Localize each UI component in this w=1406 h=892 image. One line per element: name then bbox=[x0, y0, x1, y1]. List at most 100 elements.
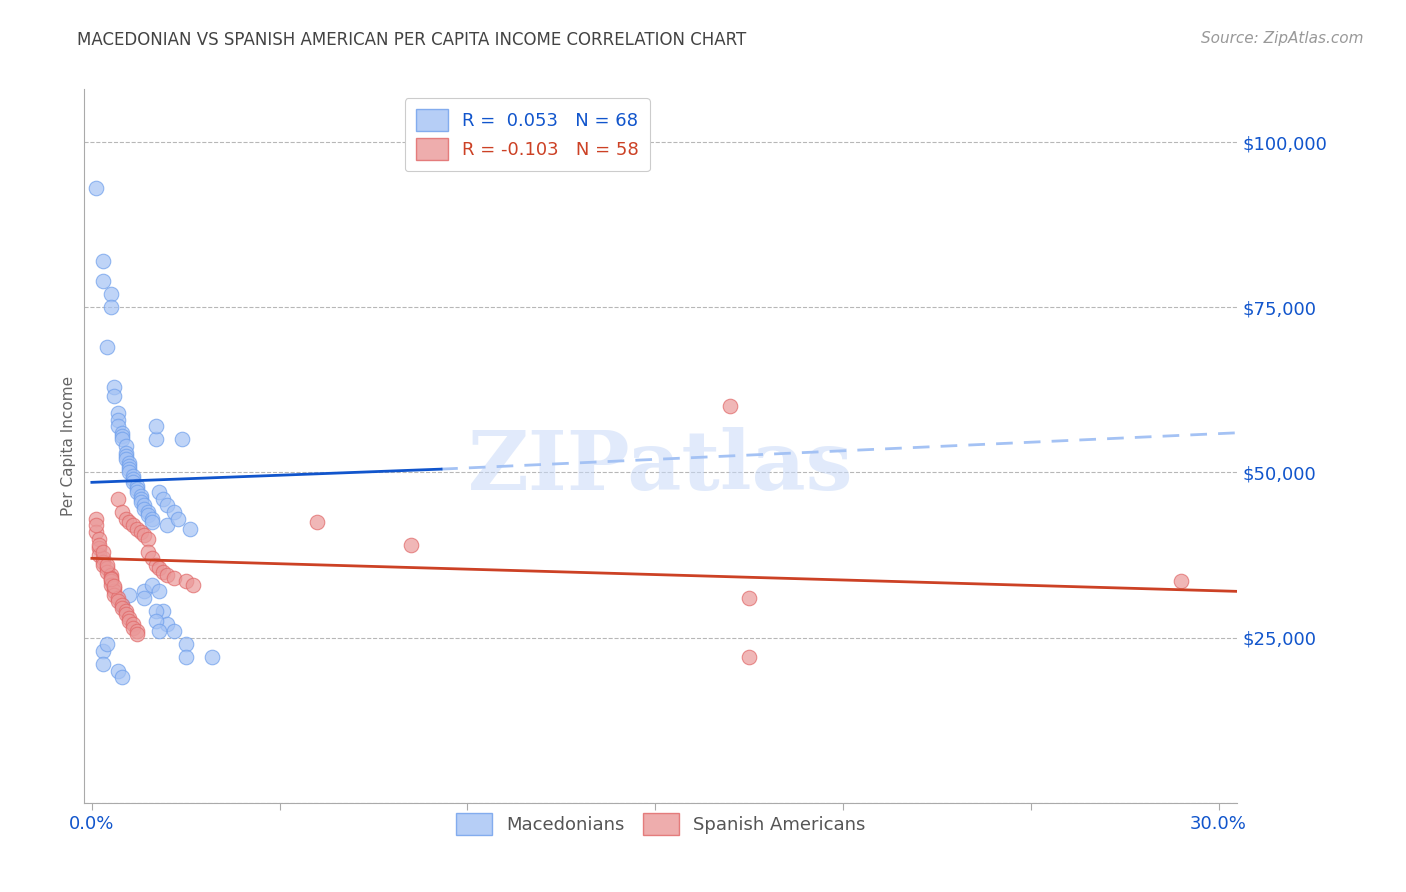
Point bbox=[91, 551, 114, 566]
Point bbox=[125, 624, 148, 638]
Point bbox=[163, 624, 186, 638]
Point bbox=[152, 565, 174, 579]
Point bbox=[129, 491, 152, 506]
Point bbox=[118, 614, 141, 628]
Point bbox=[107, 406, 129, 420]
Point bbox=[96, 637, 118, 651]
Point bbox=[118, 458, 141, 473]
Point bbox=[118, 515, 141, 529]
Point bbox=[91, 545, 114, 559]
Point bbox=[107, 419, 129, 434]
Point bbox=[174, 637, 197, 651]
Point bbox=[145, 433, 167, 447]
Point bbox=[91, 555, 114, 569]
Point bbox=[145, 604, 167, 618]
Point bbox=[111, 600, 134, 615]
Point bbox=[96, 561, 118, 575]
Point bbox=[103, 389, 125, 403]
Point bbox=[179, 522, 201, 536]
Point bbox=[136, 505, 159, 519]
Point bbox=[125, 522, 148, 536]
Point bbox=[107, 664, 129, 678]
Point bbox=[201, 650, 224, 665]
Point bbox=[136, 545, 159, 559]
Legend: Macedonians, Spanish Americans: Macedonians, Spanish Americans bbox=[447, 804, 875, 844]
Point bbox=[145, 614, 167, 628]
Point bbox=[122, 617, 145, 632]
Point bbox=[170, 433, 193, 447]
Point bbox=[148, 485, 170, 500]
Y-axis label: Per Capita Income: Per Capita Income bbox=[60, 376, 76, 516]
Point bbox=[100, 571, 122, 585]
Point bbox=[100, 567, 122, 582]
Point bbox=[152, 491, 174, 506]
Point bbox=[129, 524, 152, 539]
Point bbox=[114, 511, 136, 525]
Point bbox=[111, 433, 134, 447]
Point bbox=[89, 541, 111, 556]
Point bbox=[122, 621, 145, 635]
Point bbox=[148, 624, 170, 638]
Point bbox=[107, 591, 129, 605]
Point bbox=[100, 300, 122, 314]
Point bbox=[107, 594, 129, 608]
Point bbox=[125, 478, 148, 492]
Point bbox=[100, 573, 122, 587]
Point bbox=[107, 491, 129, 506]
Point bbox=[174, 574, 197, 589]
Point bbox=[114, 445, 136, 459]
Point bbox=[129, 489, 152, 503]
Point bbox=[156, 567, 179, 582]
Point bbox=[96, 565, 118, 579]
Point bbox=[125, 482, 148, 496]
Point bbox=[399, 538, 422, 552]
Point bbox=[89, 538, 111, 552]
Point bbox=[145, 419, 167, 434]
Point bbox=[91, 657, 114, 671]
Point bbox=[100, 574, 122, 589]
Point bbox=[84, 524, 107, 539]
Point bbox=[122, 468, 145, 483]
Point bbox=[118, 588, 141, 602]
Point bbox=[118, 462, 141, 476]
Point bbox=[136, 532, 159, 546]
Point bbox=[122, 475, 145, 490]
Point bbox=[111, 429, 134, 443]
Point bbox=[118, 456, 141, 470]
Point bbox=[96, 558, 118, 572]
Point bbox=[111, 598, 134, 612]
Point bbox=[156, 518, 179, 533]
Point bbox=[114, 607, 136, 622]
Point bbox=[91, 274, 114, 288]
Point bbox=[738, 591, 761, 605]
Point bbox=[163, 571, 186, 585]
Point bbox=[141, 551, 163, 566]
Point bbox=[96, 340, 118, 354]
Point bbox=[156, 499, 179, 513]
Point bbox=[114, 449, 136, 463]
Point bbox=[111, 598, 134, 612]
Point bbox=[84, 511, 107, 525]
Point bbox=[141, 578, 163, 592]
Point bbox=[114, 604, 136, 618]
Point bbox=[141, 511, 163, 525]
Point bbox=[103, 379, 125, 393]
Point bbox=[122, 518, 145, 533]
Point bbox=[91, 254, 114, 268]
Point bbox=[111, 425, 134, 440]
Text: MACEDONIAN VS SPANISH AMERICAN PER CAPITA INCOME CORRELATION CHART: MACEDONIAN VS SPANISH AMERICAN PER CAPIT… bbox=[77, 31, 747, 49]
Text: Source: ZipAtlas.com: Source: ZipAtlas.com bbox=[1201, 31, 1364, 46]
Point bbox=[107, 412, 129, 426]
Point bbox=[148, 561, 170, 575]
Point bbox=[100, 578, 122, 592]
Point bbox=[118, 466, 141, 480]
Point bbox=[156, 617, 179, 632]
Point bbox=[103, 581, 125, 595]
Point bbox=[129, 495, 152, 509]
Point bbox=[114, 452, 136, 467]
Point bbox=[114, 439, 136, 453]
Point bbox=[174, 650, 197, 665]
Point bbox=[125, 485, 148, 500]
Point bbox=[103, 579, 125, 593]
Point bbox=[84, 518, 107, 533]
